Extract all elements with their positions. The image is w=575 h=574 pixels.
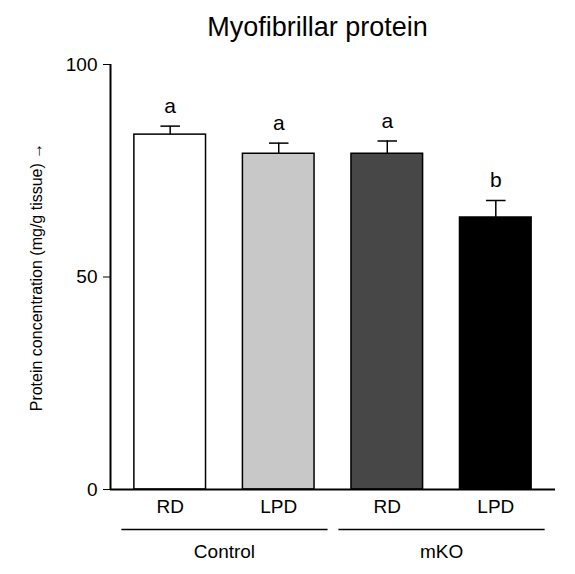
svg-text:50: 50: [76, 266, 97, 287]
svg-text:a: a: [381, 109, 393, 132]
svg-text:Control: Control: [194, 541, 255, 562]
svg-text:LPD: LPD: [260, 496, 297, 517]
svg-text:a: a: [164, 94, 176, 117]
html-text:Myofibrillar protein: Myofibrillar protein: [207, 12, 428, 42]
svg-text:RD: RD: [374, 496, 401, 517]
svg-text:LPD: LPD: [477, 496, 514, 517]
svg-text:a: a: [273, 111, 285, 134]
svg-text:mKO: mKO: [420, 541, 463, 562]
svg-text:Protein concentration (mg/g ti: Protein concentration (mg/g tissue) →: [28, 143, 45, 412]
svg-text:RD: RD: [156, 496, 183, 517]
svg-text:0: 0: [87, 479, 98, 500]
svg-text:b: b: [490, 168, 502, 191]
svg-text:100: 100: [66, 54, 98, 75]
